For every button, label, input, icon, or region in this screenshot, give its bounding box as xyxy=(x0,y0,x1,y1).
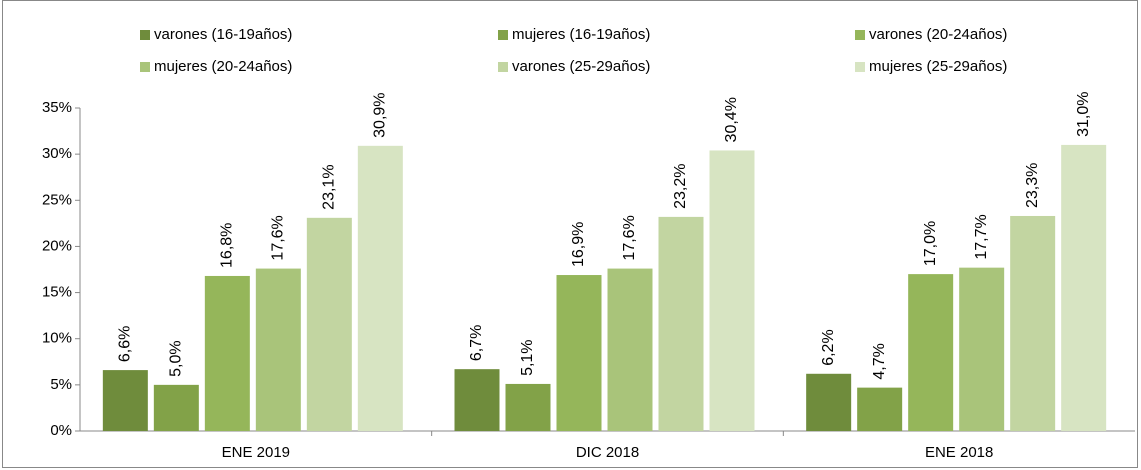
legend-swatch xyxy=(140,30,150,40)
legend-swatch xyxy=(498,62,508,72)
legend-swatch xyxy=(498,30,508,40)
y-tick-label: 20% xyxy=(42,237,72,254)
y-tick-label: 35% xyxy=(42,99,72,116)
y-tick-label: 10% xyxy=(42,330,72,347)
x-tick-label: ENE 2018 xyxy=(925,444,993,461)
bar xyxy=(1061,144,1107,431)
x-tick-label: DIC 2018 xyxy=(576,444,639,461)
bar xyxy=(556,275,602,431)
bar xyxy=(959,267,1005,431)
legend-label: varones (20-24años) xyxy=(869,26,1007,43)
bar xyxy=(153,384,199,431)
y-tick-label: 25% xyxy=(42,191,72,208)
legend-label: varones (25-29años) xyxy=(512,58,650,75)
value-label: 17,0% xyxy=(922,221,939,266)
value-label: 6,7% xyxy=(468,325,485,361)
bar xyxy=(306,217,352,431)
bar xyxy=(204,275,250,431)
bar xyxy=(454,369,500,431)
x-tick-label: ENE 2019 xyxy=(222,444,290,461)
bar xyxy=(709,150,755,432)
value-label: 17,7% xyxy=(973,214,990,259)
value-label: 5,1% xyxy=(519,339,536,375)
y-tick-label: 0% xyxy=(50,422,72,439)
bar xyxy=(806,373,852,431)
bar xyxy=(357,145,403,431)
value-label: 4,7% xyxy=(871,343,888,379)
bar xyxy=(102,370,148,431)
value-label: 5,0% xyxy=(168,340,185,376)
value-label: 6,6% xyxy=(117,326,134,362)
legend-swatch xyxy=(855,62,865,72)
bar xyxy=(658,216,704,431)
bar xyxy=(505,383,551,431)
legend-label: mujeres (25-29años) xyxy=(869,58,1007,75)
bar xyxy=(908,274,954,431)
y-tick-label: 30% xyxy=(42,145,72,162)
legend-label: mujeres (16-19años) xyxy=(512,26,650,43)
bar xyxy=(857,387,903,431)
legend-label: varones (16-19años) xyxy=(154,26,292,43)
legend-label: mujeres (20-24años) xyxy=(154,58,292,75)
value-label: 30,9% xyxy=(372,92,389,137)
y-tick-label: 15% xyxy=(42,284,72,301)
value-label: 17,6% xyxy=(270,215,287,260)
value-label: 23,1% xyxy=(321,164,338,209)
legend-swatch xyxy=(140,62,150,72)
value-label: 16,9% xyxy=(570,222,587,267)
bar xyxy=(607,268,653,431)
value-label: 30,4% xyxy=(723,97,740,142)
bar xyxy=(1010,215,1056,431)
value-label: 16,8% xyxy=(219,223,236,268)
legend-swatch xyxy=(855,30,865,40)
value-label: 23,2% xyxy=(672,164,689,209)
value-label: 17,6% xyxy=(621,215,638,260)
value-label: 6,2% xyxy=(820,329,837,365)
y-tick-label: 5% xyxy=(50,376,72,393)
value-label: 23,3% xyxy=(1024,163,1041,208)
value-label: 31,0% xyxy=(1075,92,1092,137)
bar xyxy=(255,268,301,431)
